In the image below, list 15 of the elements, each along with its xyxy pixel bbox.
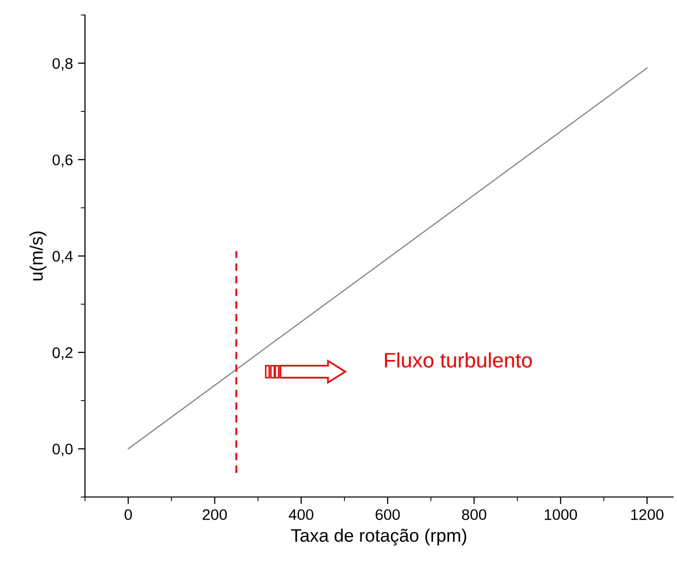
x-tick-label: 200 [202,509,227,520]
x-tick-label: 600 [376,509,400,520]
y-tick-label: 0,8 [52,58,73,71]
x-axis-title: Taxa de rotação (rpm) [291,528,466,546]
x-tick-label: 1200 [631,509,664,520]
x-tick-label: 0 [124,509,132,520]
y-tick-label: 0,2 [52,347,72,360]
x-tick-label: 400 [288,509,314,520]
x-tick-label: 800 [462,509,486,520]
x-tick-label: 1000 [544,509,577,520]
y-axis-title: u(m/s) [30,232,46,280]
y-tick-label: 0,6 [52,154,73,168]
y-tick-label: 0,0 [52,444,73,456]
annotation: Fluxo turbulento [385,352,532,368]
y-tick-label: 0,4 [52,250,73,264]
